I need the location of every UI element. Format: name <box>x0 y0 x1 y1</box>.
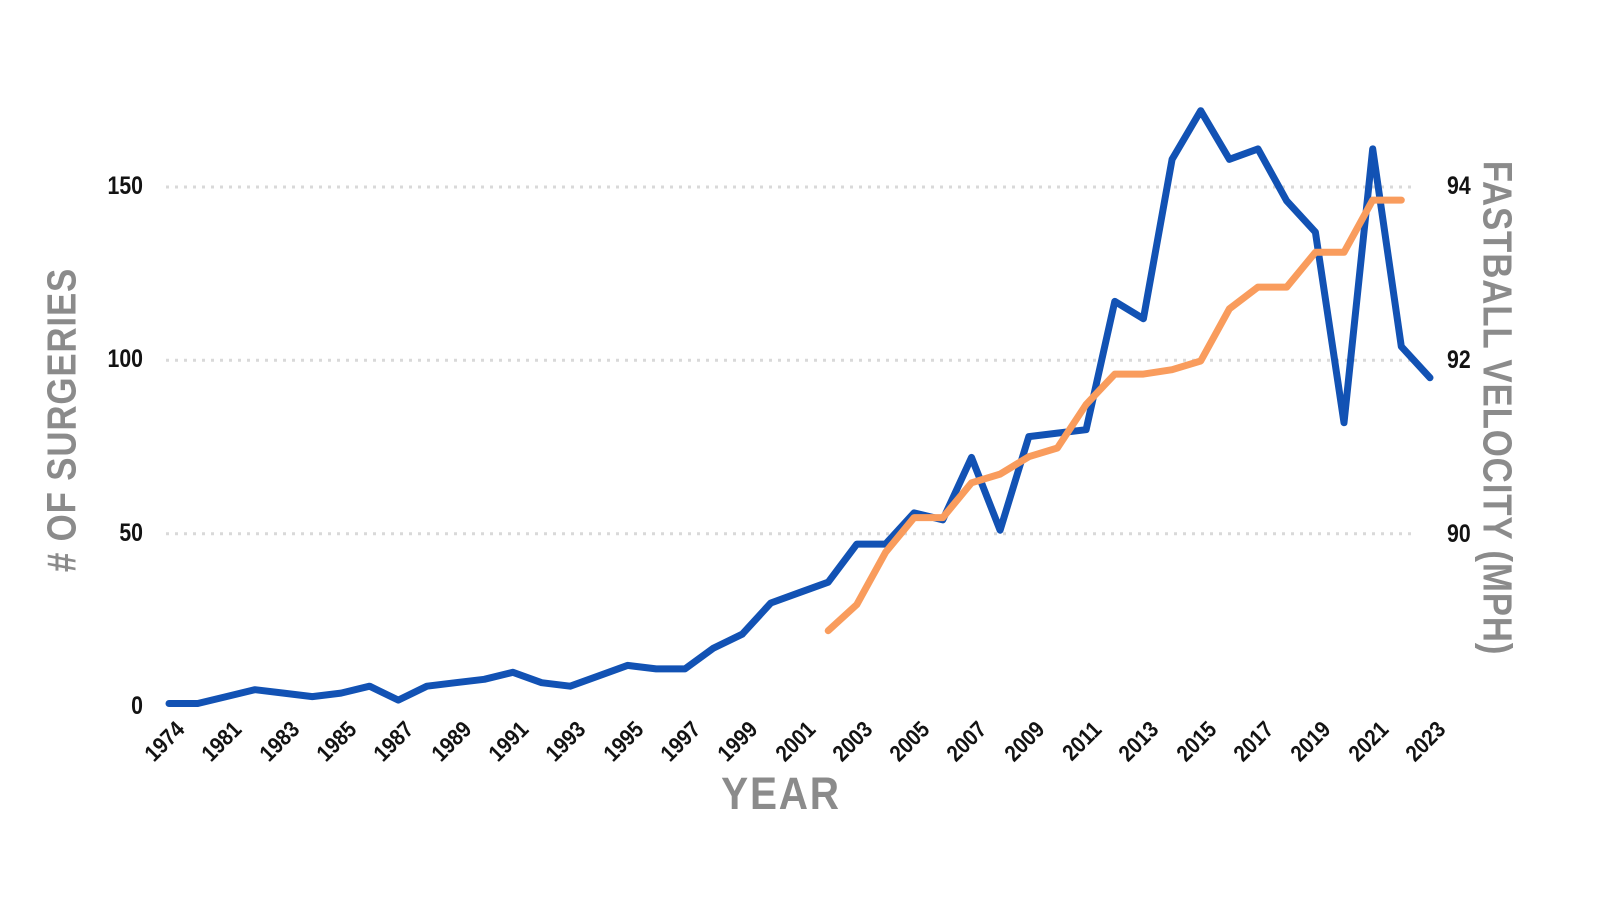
right-axis-tick-label: 92 <box>1447 346 1471 374</box>
right-axis-tick-label: 90 <box>1447 520 1471 548</box>
right-axis-title: FASTBALL VELOCITY (MPH) <box>1474 160 1521 656</box>
surgeries-line-series <box>165 107 1434 707</box>
velocity-line-series <box>824 196 1405 635</box>
left-axis-tick-label: 150 <box>107 172 143 200</box>
x-axis-title: YEAR <box>721 768 841 819</box>
left-axis-tick-label: 50 <box>119 518 143 547</box>
left-axis-title: # OF SURGERIES <box>38 267 85 573</box>
left-axis-tick-label: 0 <box>131 692 143 720</box>
left-axis-tick-label: 100 <box>107 345 143 374</box>
right-axis-tick-label: 94 <box>1447 172 1471 200</box>
